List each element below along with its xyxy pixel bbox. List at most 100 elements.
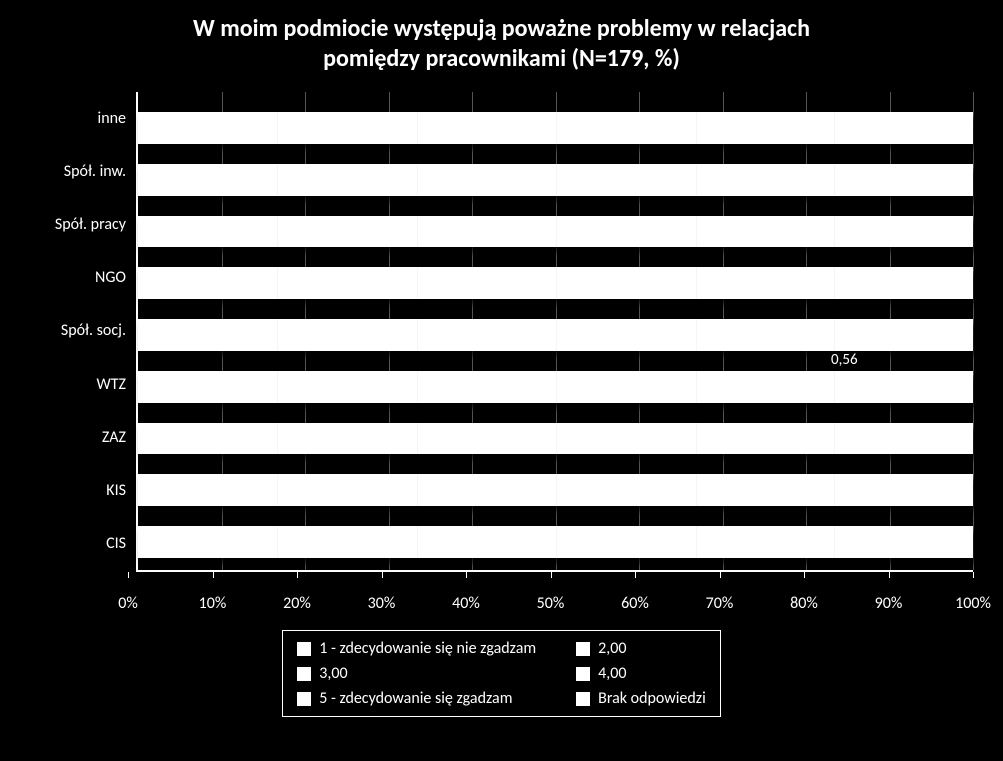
x-axis-label: 40% — [452, 594, 480, 613]
bar-segment — [834, 319, 973, 351]
axis-label-row: 0%10%20%30%40%50%60%70%80%90%100% — [30, 590, 973, 614]
bar-segment — [138, 474, 277, 506]
x-tick-mark — [720, 572, 721, 578]
bar-segment — [834, 371, 973, 403]
bar-segment — [277, 112, 416, 144]
bar-segment — [556, 216, 695, 248]
x-axis-label: 10% — [199, 594, 227, 613]
bar-segment — [138, 423, 277, 455]
bar-segment — [556, 267, 695, 299]
x-axis-label: 20% — [283, 594, 311, 613]
bar-segment — [417, 267, 556, 299]
bar-segment — [277, 267, 416, 299]
x-tick-mark — [382, 572, 383, 578]
legend-item: 3,00 — [297, 664, 536, 683]
legend-swatch — [576, 692, 590, 706]
title-line-1: W moim podmiocie występują poważne probl… — [193, 14, 810, 43]
y-axis-label: Spół. socj. — [30, 304, 126, 357]
legend-item: 1 - zdecydowanie się nie zgadzam — [297, 639, 536, 658]
bar-segment — [696, 423, 835, 455]
bar-segment — [556, 112, 695, 144]
bar-segment — [556, 423, 695, 455]
legend-swatch — [297, 642, 311, 656]
bar-segment — [834, 267, 973, 299]
bar-segment — [696, 319, 835, 351]
bar-segment — [277, 164, 416, 196]
legend-item: 2,00 — [576, 639, 706, 658]
x-tick-mark — [466, 572, 467, 578]
bar-segment — [834, 112, 973, 144]
bar-segment — [277, 371, 416, 403]
bar-segment — [556, 164, 695, 196]
x-axis-label: 70% — [706, 594, 734, 613]
bar-segment — [417, 474, 556, 506]
chart-title: W moim podmiocie występują poważne probl… — [0, 0, 1003, 74]
legend-item: 5 - zdecydowanie się zgadzam — [297, 689, 536, 708]
axis-label-spacer — [30, 590, 126, 614]
bar-segment — [138, 216, 277, 248]
y-axis-label: KIS — [30, 464, 126, 517]
legend-swatch — [576, 667, 590, 681]
bar-segment — [556, 319, 695, 351]
tick-row — [30, 572, 973, 590]
bar-segment — [556, 474, 695, 506]
data-label: 0,56 — [831, 351, 858, 369]
bar-segment — [277, 319, 416, 351]
bar-segment — [417, 526, 556, 558]
legend-item: Brak odpowiedzi — [576, 689, 706, 708]
legend-label: 1 - zdecydowanie się nie zgadzam — [319, 639, 536, 658]
y-axis-label: NGO — [30, 251, 126, 304]
legend-label: 5 - zdecydowanie się zgadzam — [319, 689, 512, 708]
bar-segment — [834, 474, 973, 506]
x-tick-mark — [889, 572, 890, 578]
y-axis-labels: inneSpół. inw.Spół. pracyNGOSpół. socj.W… — [30, 92, 136, 570]
bar-row — [138, 474, 973, 506]
bar-segment — [696, 112, 835, 144]
legend-label: Brak odpowiedzi — [598, 689, 706, 708]
x-tick-mark — [973, 572, 974, 578]
bar-segment — [417, 216, 556, 248]
bar-segment — [834, 216, 973, 248]
legend-swatch — [576, 642, 590, 656]
legend-item: 4,00 — [576, 664, 706, 683]
bar-segment — [696, 371, 835, 403]
bar-segment — [138, 164, 277, 196]
bars: 0,56 — [138, 92, 973, 570]
x-axis-label: 0% — [118, 594, 138, 613]
bar-row — [138, 526, 973, 558]
chart-container: W moim podmiocie występują poważne probl… — [0, 0, 1003, 761]
x-axis-labels: 0%10%20%30%40%50%60%70%80%90%100% — [128, 590, 973, 614]
bar-segment — [417, 319, 556, 351]
bar-row — [138, 423, 973, 455]
y-axis-label: ZAZ — [30, 411, 126, 464]
bar-segment — [138, 319, 277, 351]
bar-segment — [417, 423, 556, 455]
bar-segment — [696, 474, 835, 506]
bar-segment — [417, 371, 556, 403]
plot-area: 0,56 — [136, 92, 973, 572]
bar-segment — [834, 526, 973, 558]
bar-segment — [556, 526, 695, 558]
bar-row — [138, 319, 973, 351]
bar-segment — [834, 423, 973, 455]
x-axis-label: 80% — [790, 594, 818, 613]
x-axis-label: 90% — [875, 594, 903, 613]
bar-segment — [417, 112, 556, 144]
vertical-gridline — [973, 92, 974, 570]
x-tick-marks — [128, 572, 973, 590]
y-axis-label: inne — [30, 92, 126, 145]
bar-segment — [556, 371, 695, 403]
bar-segment — [138, 371, 277, 403]
x-tick-mark — [635, 572, 636, 578]
y-axis-label: Spół. pracy — [30, 198, 126, 251]
bar-segment — [696, 526, 835, 558]
x-axis-label: 50% — [537, 594, 565, 613]
bar-segment — [834, 164, 973, 196]
bar-segment — [138, 112, 277, 144]
legend-swatch — [297, 692, 311, 706]
plot-wrap: inneSpół. inw.Spół. pracyNGOSpół. socj.W… — [30, 92, 973, 614]
bar-row — [138, 112, 973, 144]
x-axis-label: 30% — [368, 594, 396, 613]
bar-segment — [696, 216, 835, 248]
legend-label: 4,00 — [598, 664, 626, 683]
